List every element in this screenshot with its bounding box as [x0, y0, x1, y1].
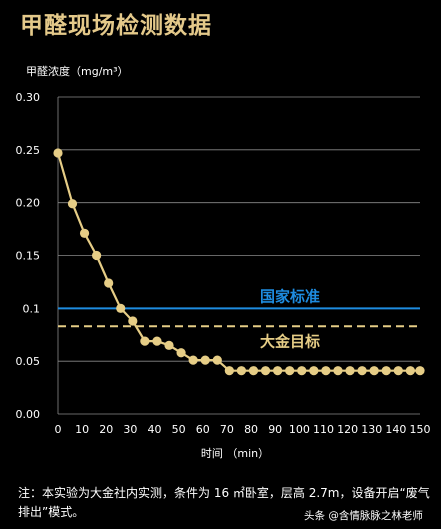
data-point: [357, 366, 367, 376]
data-point: [200, 355, 210, 365]
data-point: [309, 366, 319, 376]
x-tick-label: 20: [99, 423, 113, 436]
data-point: [273, 366, 283, 376]
data-point: [405, 366, 415, 376]
x-tick-label: 70: [220, 423, 234, 436]
line-chart: 0.30 0.25 0.20 0.15 0.1 0.05 0.00 0 10 20 30 40 50 6…: [16, 91, 431, 460]
data-point: [164, 340, 174, 350]
x-tick-label: 140: [385, 423, 406, 436]
daikin-target-label: 大金目标: [260, 332, 320, 350]
data-point: [224, 366, 234, 376]
data-point: [128, 316, 138, 326]
data-point: [140, 336, 150, 346]
x-tick-label: 120: [337, 423, 358, 436]
x-tick-label: 80: [244, 423, 258, 436]
data-point: [116, 303, 126, 313]
data-point: [212, 355, 222, 365]
data-point: [92, 250, 102, 261]
y-axis-label: 甲醛浓度（mg/m³）: [26, 65, 129, 78]
data-point: [381, 366, 391, 376]
data-point: [415, 366, 425, 376]
watermark: 头条 @含情脉脉之林老师: [304, 510, 423, 522]
data-point: [345, 366, 355, 376]
data-point: [248, 366, 259, 376]
x-tick-label: 100: [289, 423, 310, 436]
data-point: [285, 366, 295, 376]
x-tick-label: 0: [55, 423, 62, 436]
series-line: [56, 152, 420, 372]
data-point: [53, 148, 63, 158]
data-series: [53, 148, 425, 376]
x-tick-label: 90: [268, 423, 282, 436]
data-point: [297, 366, 307, 376]
data-point: [152, 336, 162, 346]
grid-lines: [57, 96, 420, 415]
data-point: [260, 366, 271, 376]
data-point: [104, 278, 114, 288]
y-tick-label: 0.20: [16, 197, 41, 210]
national-standard-label: 国家标准: [260, 287, 320, 305]
data-point: [333, 366, 343, 376]
y-tick-label: 0.25: [16, 144, 41, 157]
x-tick-label: 110: [313, 423, 334, 436]
y-tick-label: 0.05: [16, 355, 41, 368]
x-tick-label: 60: [196, 423, 210, 436]
x-tick-label: 30: [123, 423, 137, 436]
footnote: 注：本实验为大金社内实测，条件为 16 ㎡卧室，层高 2.7m，设备开启“废气排…: [18, 486, 430, 519]
x-tick-labels: 0 10 20 30 40 50 60 70 80 90 100 110 120 130 140 150: [55, 423, 431, 436]
data-point: [188, 355, 198, 365]
data-point: [79, 228, 90, 238]
y-tick-label: 0.1: [23, 302, 41, 315]
data-point: [176, 348, 186, 358]
x-tick-label: 150: [410, 423, 431, 436]
chart-title: 甲醛现场检测数据: [20, 13, 212, 39]
x-tick-label: 130: [361, 423, 382, 436]
data-point: [236, 366, 247, 376]
data-point: [67, 199, 78, 209]
data-point: [321, 366, 331, 376]
y-tick-label: 0.15: [16, 250, 41, 263]
x-axis-label: 时间 （min）: [201, 447, 269, 460]
y-tick-label: 0.30: [16, 91, 41, 104]
x-tick-label: 50: [172, 423, 186, 436]
data-point: [369, 366, 379, 376]
x-tick-label: 40: [148, 423, 162, 436]
x-tick-label: 10: [75, 423, 89, 436]
data-point: [393, 366, 403, 376]
y-tick-label: 0.00: [16, 408, 41, 421]
y-tick-labels: 0.30 0.25 0.20 0.15 0.1 0.05 0.00: [16, 91, 41, 421]
